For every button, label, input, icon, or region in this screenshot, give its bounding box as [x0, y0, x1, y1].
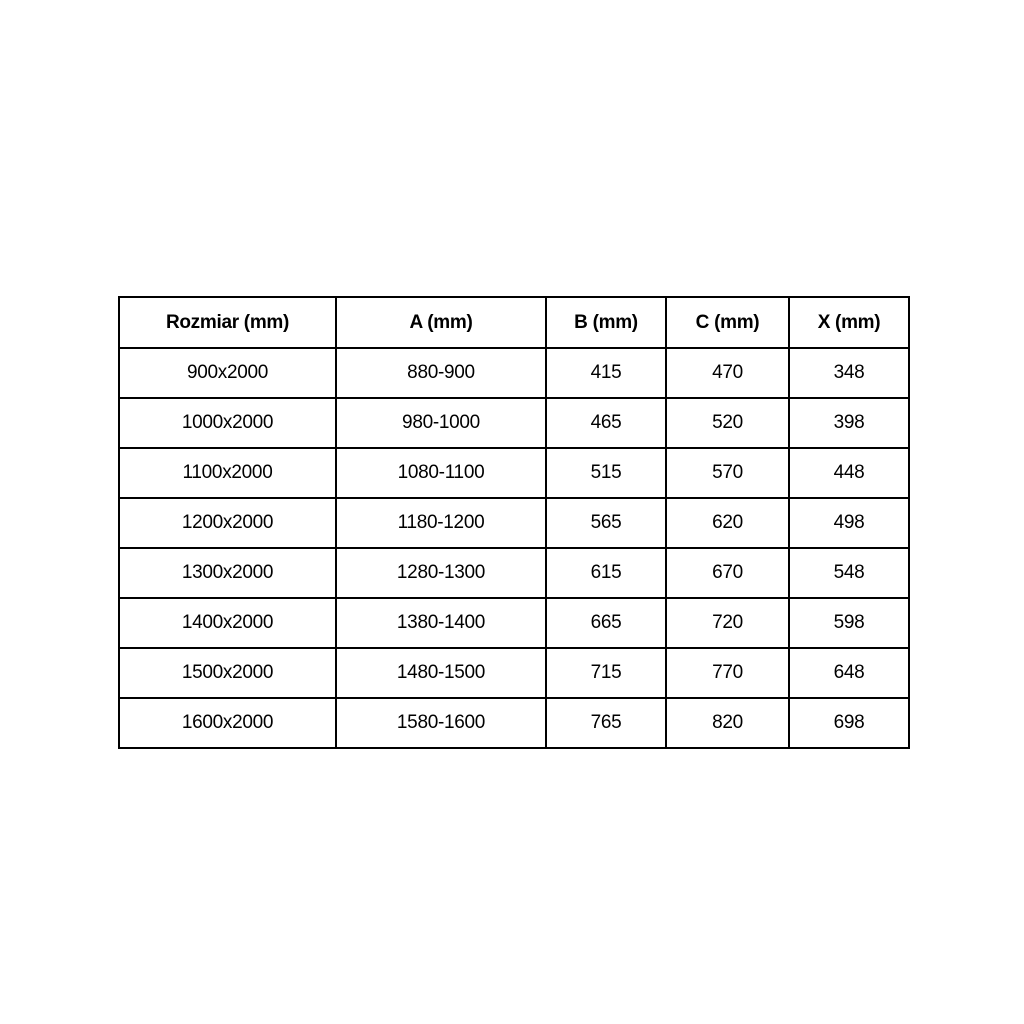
- table-cell: 980-1000: [335, 397, 547, 449]
- table-cell: 615: [545, 547, 667, 599]
- table-cell: 620: [665, 497, 790, 549]
- table-cell: 1100x2000: [118, 447, 337, 499]
- header-cell-c: C (mm): [665, 296, 790, 349]
- table-cell: 570: [665, 447, 790, 499]
- table-cell: 415: [545, 347, 667, 399]
- table-cell: 1580-1600: [335, 697, 547, 749]
- table-cell: 1400x2000: [118, 597, 337, 649]
- table-cell: 348: [788, 347, 910, 399]
- table-cell: 1480-1500: [335, 647, 547, 699]
- table-cell: 548: [788, 547, 910, 599]
- header-cell-b: B (mm): [545, 296, 667, 349]
- header-cell-rozmiar: Rozmiar (mm): [118, 296, 337, 349]
- table-cell: 398: [788, 397, 910, 449]
- table-row: 1300x2000 1280-1300 615 670 548: [118, 547, 910, 599]
- table-row: 1600x2000 1580-1600 765 820 698: [118, 697, 910, 749]
- table-cell: 598: [788, 597, 910, 649]
- table-cell: 665: [545, 597, 667, 649]
- table-cell: 465: [545, 397, 667, 449]
- table-cell: 670: [665, 547, 790, 599]
- table-cell: 470: [665, 347, 790, 399]
- header-cell-x: X (mm): [788, 296, 910, 349]
- table-cell: 1500x2000: [118, 647, 337, 699]
- table-cell: 1280-1300: [335, 547, 547, 599]
- table-header-row: Rozmiar (mm) A (mm) B (mm) C (mm) X (mm): [118, 296, 910, 349]
- table-cell: 565: [545, 497, 667, 549]
- table-cell: 765: [545, 697, 667, 749]
- table-row: 1100x2000 1080-1100 515 570 448: [118, 447, 910, 499]
- table-cell: 820: [665, 697, 790, 749]
- table-cell: 1080-1100: [335, 447, 547, 499]
- table-row: 1400x2000 1380-1400 665 720 598: [118, 597, 910, 649]
- table-cell: 1600x2000: [118, 697, 337, 749]
- table-cell: 1180-1200: [335, 497, 547, 549]
- table-cell: 498: [788, 497, 910, 549]
- size-specification-table: Rozmiar (mm) A (mm) B (mm) C (mm) X (mm)…: [118, 296, 910, 749]
- table-cell: 1000x2000: [118, 397, 337, 449]
- table-cell: 1380-1400: [335, 597, 547, 649]
- table-cell: 515: [545, 447, 667, 499]
- header-cell-a: A (mm): [335, 296, 547, 349]
- table-cell: 1300x2000: [118, 547, 337, 599]
- table-cell: 720: [665, 597, 790, 649]
- table-cell: 698: [788, 697, 910, 749]
- table-cell: 1200x2000: [118, 497, 337, 549]
- table-row: 1000x2000 980-1000 465 520 398: [118, 397, 910, 449]
- table-row: 900x2000 880-900 415 470 348: [118, 347, 910, 399]
- table-row: 1200x2000 1180-1200 565 620 498: [118, 497, 910, 549]
- table-cell: 520: [665, 397, 790, 449]
- table-cell: 900x2000: [118, 347, 337, 399]
- table-cell: 648: [788, 647, 910, 699]
- table-cell: 880-900: [335, 347, 547, 399]
- table-cell: 715: [545, 647, 667, 699]
- table-row: 1500x2000 1480-1500 715 770 648: [118, 647, 910, 699]
- table-cell: 448: [788, 447, 910, 499]
- table-cell: 770: [665, 647, 790, 699]
